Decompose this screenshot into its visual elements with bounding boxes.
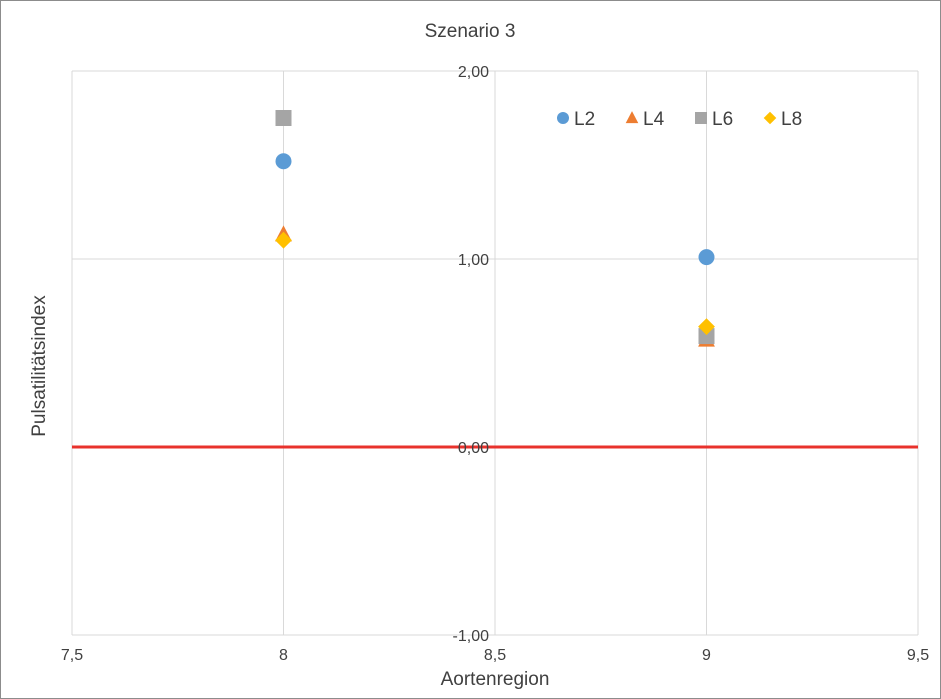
y-tick-label: 1,00 (458, 252, 489, 269)
x-tick-label: 7,5 (61, 647, 83, 664)
y-tick-label: -1,00 (453, 628, 490, 645)
x-tick-labels: 7,5 8 8,5 9 9,5 (61, 647, 929, 664)
legend-marker-l4 (625, 111, 639, 124)
legend-marker-l8 (763, 111, 777, 125)
legend-label-l8: L8 (781, 109, 802, 130)
y-tick-labels: -1,00 0,00 1,00 2,00 (453, 64, 490, 645)
legend-marker-l6 (695, 112, 707, 124)
legend-label-l4: L4 (643, 109, 665, 130)
y-tick-label: 0,00 (458, 440, 489, 457)
grid-lines (71, 70, 919, 636)
point-l2 (698, 249, 715, 266)
point-l2 (275, 153, 292, 170)
point-l6 (275, 110, 292, 126)
y-axis-title: Pulsatilitätsindex (29, 295, 50, 437)
legend-label-l2: L2 (574, 109, 595, 130)
legend-label-l6: L6 (712, 109, 733, 130)
legend-marker-l2 (557, 112, 569, 124)
chart-title: Szenario 3 (425, 21, 516, 42)
point-l6 (698, 328, 715, 345)
x-tick-label: 8 (279, 647, 288, 664)
x-tick-label: 8,5 (484, 647, 506, 664)
data-points (275, 110, 715, 347)
point-l8 (698, 318, 715, 336)
y-tick-label: 2,00 (458, 64, 489, 81)
x-axis-title: Aortenregion (441, 669, 550, 690)
x-tick-label: 9 (702, 647, 711, 664)
x-tick-label: 9,5 (907, 647, 929, 664)
point-l8 (275, 231, 292, 249)
legend: L2 L4 L6 L8 (557, 109, 802, 130)
